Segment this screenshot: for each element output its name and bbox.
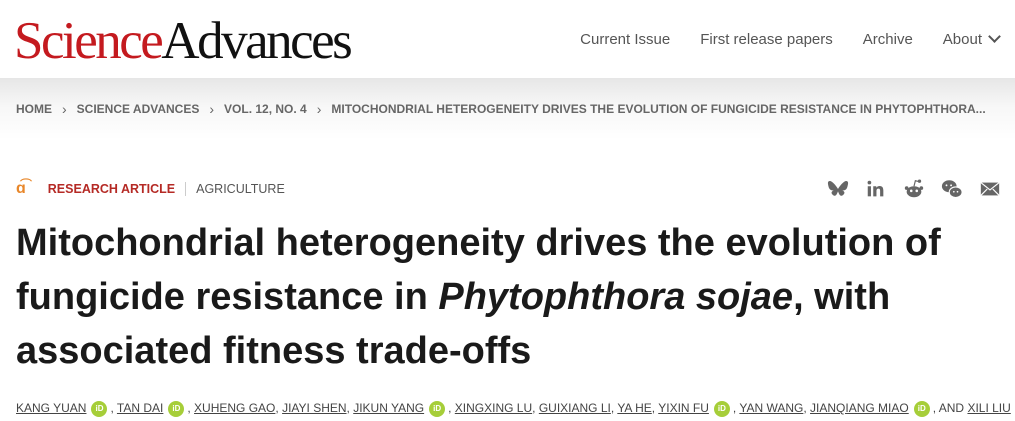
- chevron-down-icon: [988, 29, 1001, 43]
- wechat-icon[interactable]: [941, 178, 963, 200]
- author-list: KANG YUAN iD, TAN DAI iD, XUHENG GAO, JIAY…: [0, 401, 1015, 417]
- chevron-right-icon: ›: [316, 101, 322, 117]
- breadcrumb: HOME › SCIENCE ADVANCES › VOL. 12, NO. 4 › …: [0, 78, 1015, 140]
- orcid-icon[interactable]: iD: [429, 401, 446, 417]
- author-link[interactable]: YAN WANG: [739, 401, 804, 416]
- breadcrumb-journal[interactable]: SCIENCE ADVANCES: [76, 102, 200, 116]
- article-meta: ɑ͡ RESEARCH ARTICLE AGRICULTURE: [0, 174, 1015, 204]
- article-subject[interactable]: AGRICULTURE: [196, 182, 285, 196]
- author-separator: ,: [346, 401, 354, 416]
- author-separator: ,: [803, 401, 811, 416]
- author-separator: ,: [448, 401, 455, 416]
- author-link[interactable]: JIAYI SHEN: [282, 401, 347, 416]
- author-link[interactable]: GUIXIANG LI: [538, 401, 611, 416]
- nav-about[interactable]: About: [943, 29, 1001, 48]
- nav-first-release[interactable]: First release papers: [700, 30, 833, 48]
- linkedin-icon[interactable]: [865, 178, 887, 200]
- author-and: AND: [938, 401, 965, 416]
- share-bar: [827, 178, 1001, 200]
- author-separator: ,: [187, 401, 195, 416]
- site-header: ScienceAdvances Current Issue First rele…: [0, 0, 1015, 78]
- email-icon[interactable]: [979, 178, 1001, 200]
- breadcrumb-issue[interactable]: VOL. 12, NO. 4: [224, 102, 307, 116]
- orcid-icon[interactable]: iD: [713, 401, 730, 417]
- author-separator: ,: [732, 401, 740, 416]
- breadcrumb-article: MITOCHONDRIAL HETEROGENEITY DRIVES THE E…: [331, 102, 986, 116]
- orcid-icon[interactable]: iD: [913, 401, 930, 417]
- author-link[interactable]: XINGXING LU: [454, 401, 533, 416]
- chevron-right-icon: ›: [62, 101, 67, 117]
- nav-archive[interactable]: Archive: [862, 30, 913, 48]
- author-link[interactable]: KANG YUAN: [16, 401, 87, 416]
- orcid-icon[interactable]: iD: [91, 401, 108, 417]
- author-separator: ,: [651, 401, 659, 416]
- author-link[interactable]: XILI LIU: [967, 401, 1011, 416]
- bluesky-icon[interactable]: [827, 178, 849, 200]
- author-link[interactable]: JIKUN YANG: [353, 401, 425, 416]
- nav-current-issue[interactable]: Current Issue: [580, 30, 671, 48]
- reddit-icon[interactable]: [903, 178, 925, 200]
- article-type: RESEARCH ARTICLE: [47, 182, 176, 196]
- open-access-icon: ɑ͡: [16, 180, 26, 197]
- author-link[interactable]: JIANQIANG MIAO: [810, 401, 909, 416]
- main-nav: Current Issue First release papers Archi…: [580, 29, 1001, 48]
- chevron-right-icon: ›: [209, 101, 215, 117]
- author-link[interactable]: XUHENG GAO: [194, 401, 276, 416]
- orcid-icon[interactable]: iD: [168, 401, 185, 417]
- author-separator: ,: [110, 401, 117, 416]
- author-link[interactable]: YA HE: [617, 401, 652, 416]
- breadcrumb-home[interactable]: HOME: [16, 102, 52, 116]
- author-link[interactable]: YIXIN FU: [658, 401, 709, 416]
- article-title: Mitochondrial heterogeneity drives the e…: [16, 222, 941, 372]
- author-separator: ,: [610, 401, 618, 416]
- divider: [185, 182, 187, 196]
- science-advances-logo[interactable]: ScienceAdvances: [14, 11, 353, 70]
- author-link[interactable]: TAN DAI: [116, 401, 164, 416]
- author-separator: ,: [275, 401, 283, 416]
- author-separator: , AND: [932, 401, 965, 416]
- author-separator: ,: [532, 401, 539, 416]
